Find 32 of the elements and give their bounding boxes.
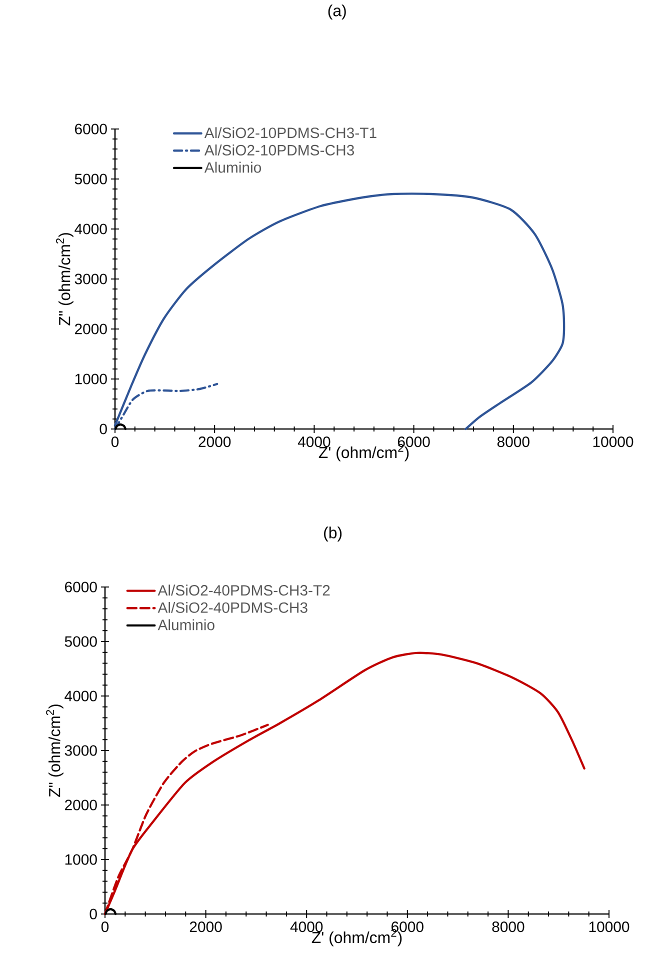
- y-tick-label: 3000: [74, 274, 107, 284]
- y-tick-label: 5000: [74, 174, 107, 184]
- x-tick-label: 2000: [190, 922, 222, 932]
- y-tick-label: 0: [100, 424, 107, 434]
- y-tick-label: 3000: [64, 745, 97, 756]
- y-tick-label: 6000: [75, 124, 107, 134]
- line-series: [114, 192, 566, 430]
- y-tick-label: 2000: [65, 800, 97, 810]
- chart-title: (b): [324, 526, 342, 542]
- legend-label: Al/SiO2-40PDMS-CH3: [158, 602, 308, 613]
- y-axis-title: Z" (ohm/cm$^{2}$): [46, 704, 64, 797]
- x-tick-label: 2000: [198, 436, 231, 448]
- legend-label: Al/SiO2-10PDMS-CH3: [204, 144, 354, 156]
- legend-label: Al/SiO2-40PDMS-CH3-T2: [158, 584, 330, 596]
- x-tick-label: 0: [111, 436, 119, 448]
- x-tick-label: 8000: [497, 436, 530, 448]
- y-tick-label: 1000: [75, 374, 107, 384]
- y-tick-label: 6000: [65, 582, 97, 592]
- y-tick-label: 2000: [75, 324, 107, 334]
- legend-label: Aluminio: [204, 162, 262, 173]
- chart-title: (a): [328, 4, 346, 20]
- y-tick-label: 5000: [64, 636, 97, 647]
- y-tick-label: 4000: [64, 690, 97, 702]
- x-tick-label: 10000: [589, 922, 630, 932]
- y-tick-label: 1000: [65, 854, 97, 865]
- legend-label: Al/SiO2-10PDMS-CH3-T1: [204, 127, 376, 138]
- y-tick-label: 0: [90, 908, 97, 920]
- x-tick-label: 8000: [492, 922, 524, 932]
- y-axis-title: Z" (ohm/cm$^{2}$): [56, 233, 74, 326]
- y-tick-label: 4000: [74, 224, 107, 234]
- legend-label: Aluminio: [158, 619, 214, 630]
- x-tick-label: 10000: [593, 436, 634, 448]
